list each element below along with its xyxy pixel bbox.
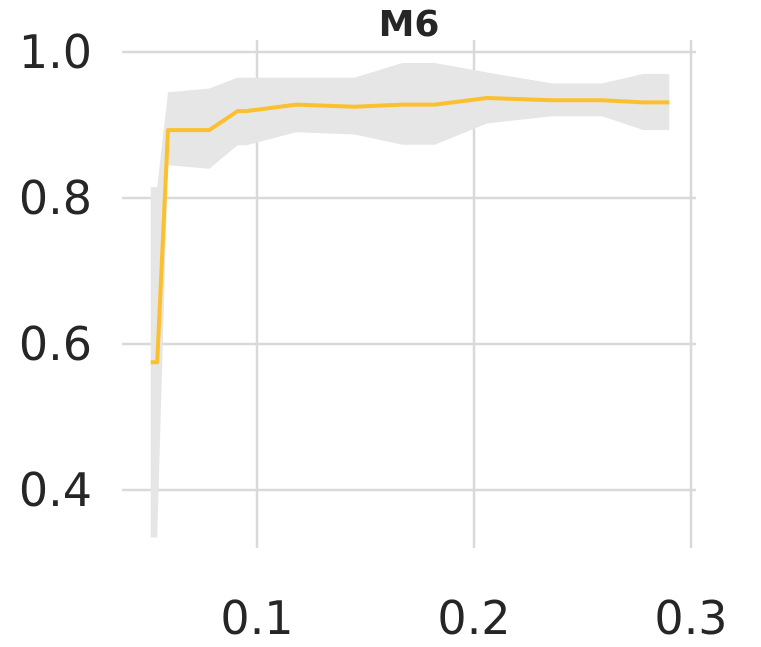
y-tick-label: 0.6 — [19, 317, 92, 371]
series-band — [150, 63, 670, 538]
x-tick-label: 0.3 — [654, 591, 727, 645]
y-tick-label: 0.8 — [19, 171, 92, 225]
x-tick-label: 0.2 — [437, 591, 510, 645]
y-tick-labels: 0.4 0.6 0.8 1.0 — [19, 25, 92, 517]
y-tick-label: 0.4 — [19, 463, 92, 517]
series-lines — [150, 96, 670, 365]
series-line — [150, 96, 670, 365]
x-tick-labels: 0.1 0.2 0.3 — [220, 591, 727, 645]
y-tick-label: 1.0 — [19, 25, 92, 79]
x-tick-label: 0.1 — [220, 591, 293, 645]
chart-title: M6 — [379, 4, 440, 45]
confidence-band — [150, 63, 670, 538]
